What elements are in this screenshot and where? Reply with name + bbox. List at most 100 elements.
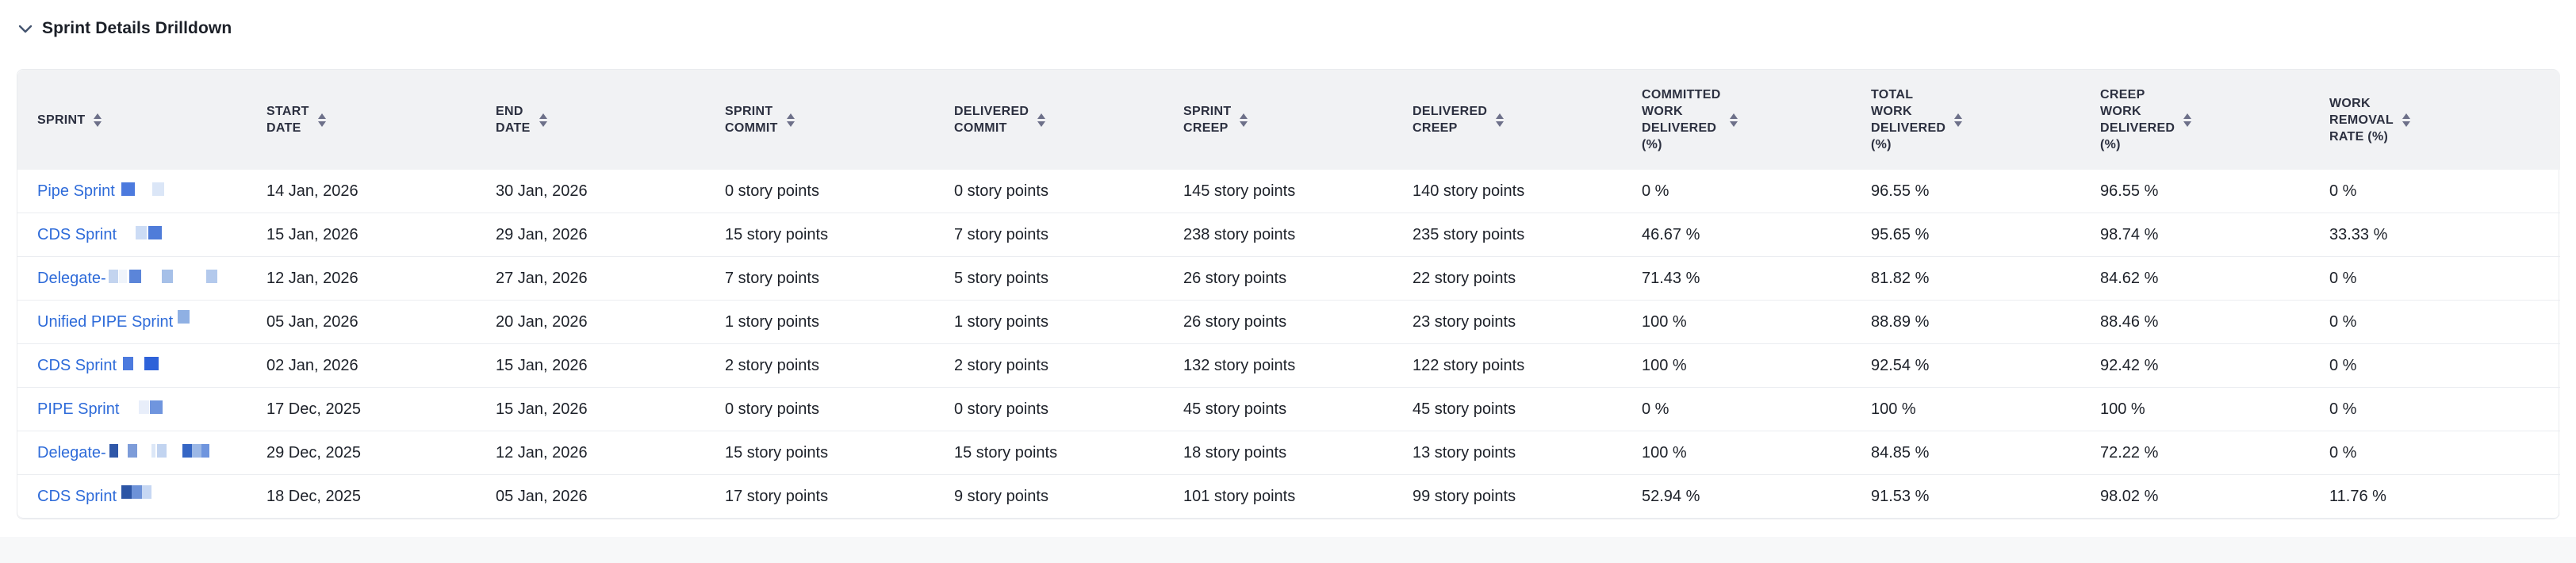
sort-arrows-icon[interactable] <box>786 113 795 127</box>
sprint-link[interactable]: CDS Sprint <box>37 356 117 374</box>
column-label: SPRINT CREEP <box>1183 105 1232 135</box>
redacted-text-block <box>121 484 132 499</box>
column-header-start-date[interactable]: START DATE <box>247 70 476 170</box>
sort-arrows-icon[interactable] <box>1954 113 1963 127</box>
cell-committed-work-delivered-pct: 0 % <box>1622 170 1851 213</box>
column-header-committed-work-delivered-pct[interactable]: COMMITTED WORK DELIVERED (%) <box>1622 70 1851 170</box>
cell-sprint-commit: 0 story points <box>705 170 934 213</box>
column-header-delivered-creep[interactable]: DELIVERED CREEP <box>1393 70 1622 170</box>
cell-work-removal-rate-pct: 11.76 % <box>2310 475 2560 519</box>
cell-sprint: Delegate- <box>17 257 247 301</box>
sort-arrows-icon[interactable] <box>2183 113 2192 127</box>
table-row: PIPE Sprint 17 Dec, 2025 15 Jan, 2026 0 sto… <box>17 388 2560 431</box>
sort-arrows-icon[interactable] <box>2402 113 2410 127</box>
cell-delivered-commit: 2 story points <box>934 344 1163 388</box>
cell-sprint-commit: 1 story points <box>705 301 934 344</box>
cell-end-date: 05 Jan, 2026 <box>476 475 705 519</box>
cell-sprint: CDS Sprint <box>17 475 247 519</box>
sort-arrows-icon[interactable] <box>1496 113 1505 127</box>
cell-delivered-commit: 15 story points <box>934 431 1163 475</box>
cell-committed-work-delivered-pct: 100 % <box>1622 344 1851 388</box>
cell-total-work-delivered-pct: 96.55 % <box>1851 170 2080 213</box>
redacted-text-block <box>128 269 141 283</box>
cell-sprint-creep: 18 story points <box>1163 431 1393 475</box>
cell-work-removal-rate-pct: 0 % <box>2310 344 2560 388</box>
cell-start-date: 05 Jan, 2026 <box>247 301 476 344</box>
column-label: SPRINT COMMIT <box>725 105 778 135</box>
cell-start-date: 18 Dec, 2025 <box>247 475 476 519</box>
cell-committed-work-delivered-pct: 52.94 % <box>1622 475 1851 519</box>
sprint-link[interactable]: CDS Sprint <box>37 225 117 243</box>
sort-arrows-icon[interactable] <box>539 113 547 127</box>
redacted-text-block <box>161 269 173 283</box>
column-label: COMMITTED WORK DELIVERED (%) <box>1642 88 1721 151</box>
column-header-total-work-delivered-pct[interactable]: TOTAL WORK DELIVERED (%) <box>1851 70 2080 170</box>
sprint-link[interactable]: CDS Sprint <box>37 487 117 505</box>
redacted-text-block <box>142 484 152 499</box>
column-header-sprint-commit[interactable]: SPRINT COMMIT <box>705 70 934 170</box>
sprint-link[interactable]: Unified PIPE Sprint <box>37 312 174 331</box>
cell-creep-work-delivered-pct: 88.46 % <box>2080 301 2310 344</box>
cell-sprint-creep: 26 story points <box>1163 257 1393 301</box>
sprint-link[interactable]: Delegate- <box>37 443 106 462</box>
redacted-text-block <box>139 400 150 414</box>
cell-start-date: 29 Dec, 2025 <box>247 431 476 475</box>
cell-sprint-creep: 238 story points <box>1163 213 1393 257</box>
cell-delivered-creep: 13 story points <box>1393 431 1622 475</box>
cell-committed-work-delivered-pct: 46.67 % <box>1622 213 1851 257</box>
cell-sprint: Pipe Sprint <box>17 170 247 213</box>
redacted-text-block <box>156 443 167 458</box>
sort-arrows-icon[interactable] <box>1037 113 1046 127</box>
cell-work-removal-rate-pct: 0 % <box>2310 170 2560 213</box>
cell-work-removal-rate-pct: 0 % <box>2310 431 2560 475</box>
cell-committed-work-delivered-pct: 100 % <box>1622 301 1851 344</box>
cell-end-date: 20 Jan, 2026 <box>476 301 705 344</box>
cell-sprint-creep: 132 story points <box>1163 344 1393 388</box>
cell-delivered-creep: 22 story points <box>1393 257 1622 301</box>
table-row: Unified PIPE Sprint 05 Jan, 2026 20 Jan, 2… <box>17 301 2560 344</box>
table-row: CDS Sprint 18 Dec, 2025 05 Jan, 2026 17 sto… <box>17 475 2560 519</box>
column-header-work-removal-rate-pct[interactable]: WORK REMOVAL RATE (%) <box>2310 70 2560 170</box>
column-header-creep-work-delivered-pct[interactable]: CREEP WORK DELIVERED (%) <box>2080 70 2310 170</box>
column-header-sprint-creep[interactable]: SPRINT CREEP <box>1163 70 1393 170</box>
sprint-table: SPRINT START DATE END DATE SPRINT COMMIT DELIVE… <box>17 70 2560 519</box>
column-header-sprint[interactable]: SPRINT <box>17 70 247 170</box>
cell-end-date: 12 Jan, 2026 <box>476 431 705 475</box>
column-header-end-date[interactable]: END DATE <box>476 70 705 170</box>
cell-start-date: 14 Jan, 2026 <box>247 170 476 213</box>
cell-creep-work-delivered-pct: 98.74 % <box>2080 213 2310 257</box>
cell-sprint-commit: 17 story points <box>705 475 934 519</box>
cell-delivered-creep: 140 story points <box>1393 170 1622 213</box>
redacted-text-block <box>191 443 201 458</box>
sprint-link[interactable]: Pipe Sprint <box>37 182 115 200</box>
cell-delivered-commit: 0 story points <box>934 170 1163 213</box>
redacted-text-block <box>151 182 164 196</box>
cell-delivered-creep: 235 story points <box>1393 213 1622 257</box>
sort-arrows-icon[interactable] <box>1729 113 1738 127</box>
redacted-text-block <box>148 225 163 239</box>
column-label: SPRINT <box>37 113 86 127</box>
cell-sprint-commit: 15 story points <box>705 213 934 257</box>
sprint-link[interactable]: PIPE Sprint <box>37 400 120 418</box>
cell-start-date: 12 Jan, 2026 <box>247 257 476 301</box>
cell-sprint-commit: 2 story points <box>705 344 934 388</box>
cell-sprint-creep: 145 story points <box>1163 170 1393 213</box>
sort-arrows-icon[interactable] <box>94 113 102 127</box>
cell-delivered-creep: 45 story points <box>1393 388 1622 431</box>
cell-total-work-delivered-pct: 95.65 % <box>1851 213 2080 257</box>
sprint-link[interactable]: Delegate- <box>37 269 106 287</box>
column-header-delivered-commit[interactable]: DELIVERED COMMIT <box>934 70 1163 170</box>
cell-sprint-commit: 7 story points <box>705 257 934 301</box>
cell-work-removal-rate-pct: 0 % <box>2310 301 2560 344</box>
chevron-down-icon[interactable] <box>16 19 35 38</box>
column-label: CREEP WORK DELIVERED (%) <box>2100 88 2175 151</box>
cell-end-date: 27 Jan, 2026 <box>476 257 705 301</box>
sort-arrows-icon[interactable] <box>1240 113 1248 127</box>
cell-creep-work-delivered-pct: 84.62 % <box>2080 257 2310 301</box>
cell-delivered-creep: 99 story points <box>1393 475 1622 519</box>
cell-sprint-creep: 26 story points <box>1163 301 1393 344</box>
cell-end-date: 30 Jan, 2026 <box>476 170 705 213</box>
redacted-text-block <box>150 400 163 414</box>
sort-arrows-icon[interactable] <box>317 113 326 127</box>
cell-delivered-commit: 1 story points <box>934 301 1163 344</box>
